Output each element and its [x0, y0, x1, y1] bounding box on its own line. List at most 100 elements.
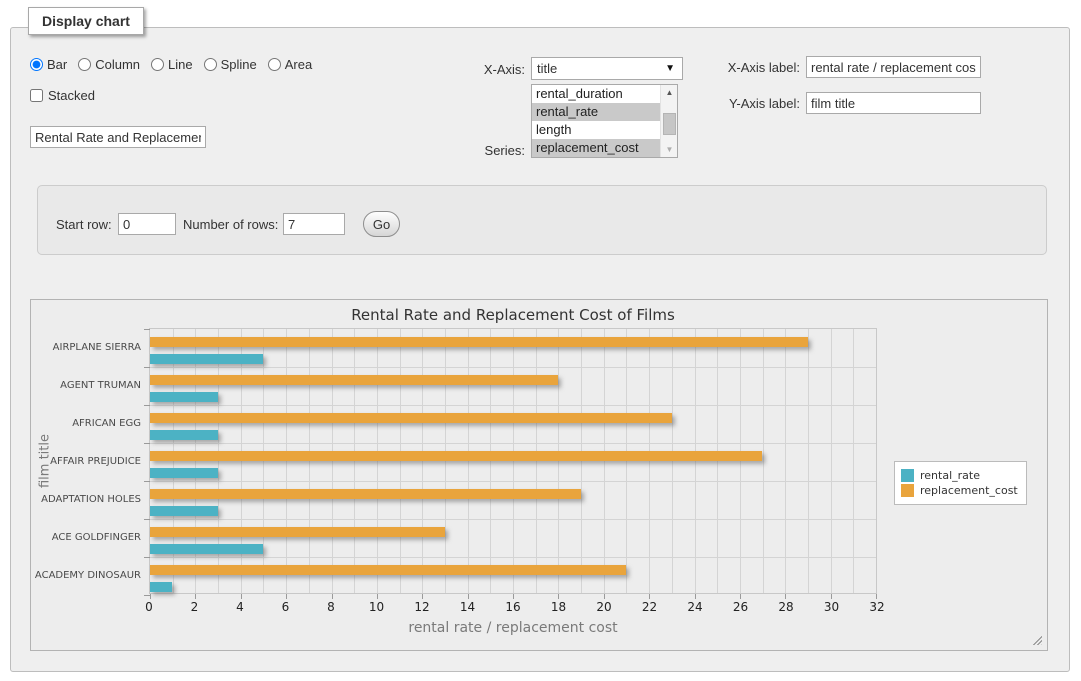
x-tick-label: 10: [368, 600, 385, 614]
legend-label: replacement_cost: [920, 484, 1018, 497]
scroll-up-icon[interactable]: ▲: [665, 88, 674, 97]
replacement-cost-bar-airplane-sierra: [150, 337, 808, 347]
x-axis-title: rental rate / replacement cost: [408, 620, 618, 636]
gridline: [150, 481, 876, 482]
stacked-label[interactable]: Stacked: [48, 88, 95, 103]
series-option-length[interactable]: length: [536, 122, 572, 137]
gridline: [581, 329, 583, 593]
go-button[interactable]: Go: [363, 211, 400, 237]
number-of-rows-label: Number of rows:: [183, 217, 279, 232]
chart-type-label: Line: [168, 57, 193, 72]
x-tick-label: 6: [281, 600, 290, 614]
y-category-labels: AIRPLANE SIERRA AGENT TRUMAN AFRICAN EGG AF…: [34, 328, 141, 594]
listbox-scrollbar[interactable]: ▲ ▼: [660, 85, 677, 157]
gridline: [240, 329, 242, 593]
gridline: [558, 329, 560, 593]
series-option-rental-rate[interactable]: rental_rate: [532, 103, 660, 121]
gridline: [490, 329, 492, 593]
y-tick-mark: [144, 443, 150, 444]
replacement-cost-bar-african-egg: [150, 413, 672, 423]
category-label: ACE GOLDFINGER: [51, 531, 141, 543]
rental-rate-bar-airplane-sierra: [150, 354, 264, 364]
gridline: [422, 329, 424, 593]
radio-line[interactable]: [151, 58, 165, 71]
x-tick-label: 4: [236, 600, 244, 614]
y-tick-mark: [144, 557, 150, 558]
gridline: [399, 329, 401, 593]
x-tick-mark: [150, 594, 151, 599]
gridline: [830, 329, 832, 593]
rental-rate-bar-academy-dinosaur: [150, 582, 173, 592]
gridline: [694, 329, 696, 593]
gridline: [150, 405, 876, 406]
gridline: [172, 329, 174, 593]
radio-bar[interactable]: [30, 58, 43, 71]
category-label: AFFAIR PREJUDICE: [50, 455, 141, 467]
chart-type-label: Column: [95, 57, 141, 72]
x-tick-label: 22: [641, 600, 658, 614]
y-axis-label-input[interactable]: [806, 92, 981, 114]
gridline: [150, 443, 876, 444]
y-tick-mark: [144, 367, 150, 368]
chart-type-option-spline[interactable]: Spline: [203, 57, 257, 72]
series-option-replacement-cost[interactable]: replacement_cost: [532, 139, 660, 157]
x-tick-mark: [331, 594, 333, 599]
x-tick-label: 2: [190, 600, 199, 614]
x-axis-select-label: X-Axis:: [483, 62, 525, 77]
chevron-down-icon: ▼: [665, 63, 675, 74]
rental-rate-bar-adaptation-holes: [150, 506, 218, 516]
gridline: [218, 329, 220, 593]
scrollbar-thumb[interactable]: [663, 113, 676, 135]
y-axis-label-caption: Y-Axis label:: [728, 96, 800, 111]
x-tick-label: 0: [145, 600, 153, 614]
x-tick-label: 20: [596, 600, 612, 614]
category-label: AFRICAN EGG: [72, 417, 141, 429]
radio-spline[interactable]: [203, 58, 217, 71]
replacement-cost-bar-academy-dinosaur: [150, 565, 627, 575]
replacement-cost-bar-agent-truman: [150, 375, 559, 385]
gridline: [535, 329, 537, 593]
stacked-checkbox-row: Stacked: [30, 88, 95, 103]
stacked-checkbox[interactable]: [30, 89, 43, 102]
chart-type-option-area[interactable]: Area: [267, 57, 312, 72]
replacement-cost-bar-ace-goldfinger: [150, 527, 445, 537]
x-tick-labels: 0 2 4 6 8 10 12 14 16 18 20 22 24 26 28 30 32: [145, 600, 884, 614]
gridline: [603, 329, 605, 593]
gridline: [150, 367, 876, 368]
start-row-input[interactable]: [118, 213, 176, 235]
x-tick-mark: [739, 594, 741, 599]
rental-rate-bar-african-egg: [150, 430, 218, 440]
x-axis-select[interactable]: title ▼: [531, 57, 683, 80]
y-tick-mark: [144, 481, 150, 482]
x-tick-mark: [694, 594, 696, 599]
chart-type-option-column[interactable]: Column: [78, 57, 140, 72]
y-tick-mark: [144, 519, 150, 520]
series-listbox[interactable]: rental_duration rental_rate length replacem…: [531, 84, 678, 158]
x-axis-label-input[interactable]: [806, 56, 981, 78]
series-list-label: Series:: [484, 143, 525, 158]
gridline: [649, 329, 651, 593]
radio-area[interactable]: [267, 58, 281, 71]
replacement-cost-bar-adaptation-holes: [150, 489, 581, 499]
chart-type-option-line[interactable]: Line: [151, 57, 193, 72]
category-label: ACADEMY DINOSAUR: [34, 569, 141, 581]
rental-rate-bar-affair-prejudice: [150, 468, 218, 478]
gridline: [739, 329, 741, 593]
x-tick-mark: [422, 594, 424, 599]
x-tick-label: 12: [414, 600, 430, 614]
radio-column[interactable]: [78, 58, 92, 71]
gridline: [150, 519, 876, 520]
scroll-down-icon[interactable]: ▼: [665, 145, 674, 154]
fieldset-legend: Display chart: [28, 7, 144, 35]
number-of-rows-input[interactable]: [283, 213, 345, 235]
start-row-label: Start row:: [56, 217, 112, 232]
x-tick-mark: [649, 594, 651, 599]
chart-type-option-bar[interactable]: Bar: [30, 57, 67, 72]
series-option-rental-duration[interactable]: rental_duration: [536, 86, 623, 101]
x-tick-mark: [195, 594, 197, 599]
legend-swatch: [901, 484, 914, 497]
legend-swatch: [901, 469, 914, 482]
x-tick-mark: [558, 594, 560, 599]
chart-title-input[interactable]: [30, 126, 206, 148]
resize-grip-icon[interactable]: [1031, 634, 1042, 645]
